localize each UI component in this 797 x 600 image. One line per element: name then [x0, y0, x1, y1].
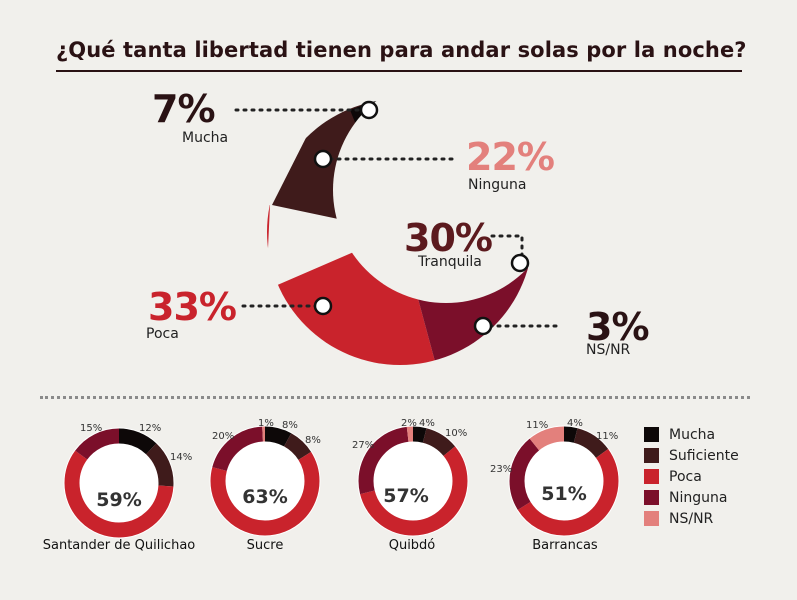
legend-swatch-mucha: [644, 427, 659, 442]
donut-1-segment-suficiente: [64, 428, 174, 538]
legend-label-mucha: Mucha: [669, 426, 716, 443]
label-ninguna-pct: 22%: [466, 135, 555, 179]
legend-label-poca: Poca: [669, 468, 702, 485]
label-nsnr-pct: 3%: [586, 305, 650, 349]
label-tranquila: Tranquila: [418, 254, 482, 270]
legend-swatch-ninguna: [644, 490, 659, 505]
donut-4-background: [508, 425, 620, 537]
donut3-city-name: Quibdó: [388, 538, 436, 553]
donut-3-segment-nsnr: [358, 426, 468, 536]
slice-nsnr: [400, 232, 540, 270]
legend-swatch-nsnr: [644, 511, 659, 526]
donut-1-segment-mucha: [64, 428, 174, 538]
donut3-label-nsnr: 2%: [401, 418, 417, 429]
donut-3-segment-suficiente: [358, 426, 468, 536]
legend-item-ninguna: Ninguna: [644, 487, 739, 508]
marker-tranquila: [510, 253, 530, 273]
section-divider: [40, 396, 750, 399]
legend-swatch-suficiente: [644, 448, 659, 463]
donut1-city-name: Santander de Quilichao: [42, 538, 196, 553]
donut-1-segment-poca: [64, 428, 174, 538]
donut4-label-nsnr: 11%: [526, 420, 549, 431]
donut3-label-mucha: 4%: [419, 418, 435, 429]
label-poca: Poca: [146, 326, 179, 342]
donut-2-segment-suficiente: [210, 426, 320, 536]
title-underline: [56, 70, 742, 72]
label-tranquila-pct: 30%: [404, 216, 493, 260]
donut1-label-ninguna: 15%: [80, 423, 103, 434]
main-crescent-chart: [150, 80, 562, 380]
donut-2-segment-nsnr: [210, 426, 320, 536]
marker-circles: [313, 100, 530, 336]
donut-4-segment-mucha: [509, 426, 619, 536]
legend-item-poca: Poca: [644, 466, 739, 487]
donut-4-segment-ninguna: [509, 426, 619, 536]
donut3-label-ninguna: 27%: [352, 440, 375, 451]
donut-4-segment-suficiente: [509, 426, 619, 536]
legend-label-suficiente: Suficiente: [669, 447, 739, 464]
donut2-label-suficiente: 8%: [305, 435, 321, 446]
donut1-label-mucha: 12%: [139, 423, 162, 434]
marker-nsnr: [473, 316, 493, 336]
legend-item-nsnr: NS/NR: [644, 508, 739, 529]
donut-4-segment-nsnr: [509, 426, 619, 536]
donut1-center-value: 59%: [96, 489, 142, 511]
label-ninguna: Ninguna: [468, 177, 527, 193]
donut-4: [508, 425, 620, 537]
donut-2-segment-ninguna: [210, 426, 320, 536]
legend-item-suficiente: Suficiente: [644, 445, 739, 466]
donut4-label-mucha: 4%: [567, 418, 583, 429]
legend-item-mucha: Mucha: [644, 424, 739, 445]
legend-swatch-poca: [644, 469, 659, 484]
donut-4-segment-poca: [509, 426, 619, 536]
donut4-city-name: Barrancas: [532, 538, 598, 553]
donut-2-segment-mucha: [210, 426, 320, 536]
legend-label-ninguna: Ninguna: [669, 489, 728, 506]
legend-label-nsnr: NS/NR: [669, 510, 714, 527]
donut-2: [209, 425, 321, 537]
marker-ninguna-dark: [313, 149, 333, 169]
donut1-label-suficiente: 14%: [170, 452, 193, 463]
donut-2-background: [209, 425, 321, 537]
donut-3-segment-mucha: [358, 426, 468, 536]
leader-lines: [234, 108, 562, 328]
donut2-label-nsnr: 1%: [258, 418, 274, 429]
donut2-label-ninguna: 20%: [212, 431, 235, 442]
donut-1-segment-ninguna: [64, 428, 174, 538]
donut-1-background: [63, 427, 175, 539]
legend: Mucha Suficiente Poca Ninguna NS/NR: [644, 424, 739, 529]
donut2-center-value: 63%: [242, 486, 288, 508]
donut4-center-value: 51%: [541, 483, 587, 505]
slice-poca: [150, 205, 440, 380]
donut2-city-name: Sucre: [246, 538, 284, 553]
donut2-label-mucha: 8%: [282, 420, 298, 431]
donut3-center-value: 57%: [383, 485, 429, 507]
donut3-label-suficiente: 10%: [445, 428, 468, 439]
label-mucha: Mucha: [182, 130, 229, 146]
label-nsnr: NS/NR: [586, 342, 631, 358]
slice-mucha: [350, 80, 470, 232]
donut-1: [63, 427, 175, 539]
label-poca-pct: 33%: [148, 285, 237, 329]
label-mucha-pct: 7%: [152, 87, 216, 131]
donut-2-segment-poca: [210, 426, 320, 536]
donut-3-segment-poca: [358, 426, 468, 536]
chart-title: ¿Qué tanta libertad tienen para andar so…: [56, 38, 747, 62]
donut-3-segment-ninguna: [358, 426, 468, 536]
donut4-label-suficiente: 11%: [596, 431, 619, 442]
marker-mucha: [359, 100, 379, 120]
marker-poca: [313, 296, 333, 316]
donut4-label-ninguna: 23%: [490, 464, 513, 475]
